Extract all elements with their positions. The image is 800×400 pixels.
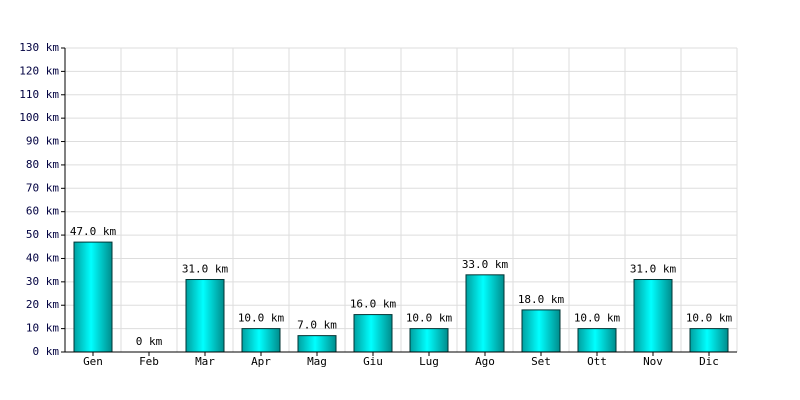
x-tick-label: Mar [195,355,215,368]
y-tick-label: 80 km [26,158,59,171]
y-tick-label: 50 km [26,228,59,241]
y-tick-label: 60 km [26,205,59,218]
value-label: 31.0 km [630,263,677,276]
y-tick-label: 30 km [26,275,59,288]
bar [633,279,673,353]
x-tick-label: Apr [251,355,271,368]
x-tick-label: Ago [475,355,495,368]
value-label: 10.0 km [574,312,621,325]
x-tick-label: Gen [83,355,103,368]
x-tick-label: Mag [307,355,327,368]
bar [409,328,449,353]
y-tick-label: 40 km [26,251,59,264]
value-label: 10.0 km [686,312,733,325]
bar [73,241,113,353]
y-tick-label: 120 km [19,64,59,77]
y-tick-label: 110 km [19,88,59,101]
value-label: 33.0 km [462,258,509,271]
bar [241,328,281,353]
value-label: 16.0 km [350,298,397,311]
value-label: 7.0 km [297,319,337,332]
y-tick-label: 20 km [26,298,59,311]
x-tick-label: Nov [643,355,663,368]
x-tick-label: Giu [363,355,383,368]
value-label: 0 km [136,335,163,348]
y-tick-label: 100 km [19,111,59,124]
x-tick-label: Feb [139,355,159,368]
value-label: 31.0 km [182,263,229,276]
bar [689,328,729,353]
value-label: 18.0 km [518,293,565,306]
bar [577,328,617,353]
x-tick-label: Dic [699,355,719,368]
y-tick-label: 70 km [26,181,59,194]
x-tick-label: Set [531,355,551,368]
value-label: 10.0 km [238,312,285,325]
y-tick-label: 130 km [19,41,59,54]
bar [465,274,505,353]
bar [521,309,561,353]
x-tick-label: Lug [419,355,439,368]
bar [297,335,337,353]
y-tick-label: 0 km [33,345,60,358]
bar [353,314,393,353]
x-tick-label: Ott [587,355,607,368]
y-tick-label: 10 km [26,322,59,335]
y-tick-label: 90 km [26,135,59,148]
value-label: 10.0 km [406,312,453,325]
value-label: 47.0 km [70,225,117,238]
bar [185,279,225,353]
